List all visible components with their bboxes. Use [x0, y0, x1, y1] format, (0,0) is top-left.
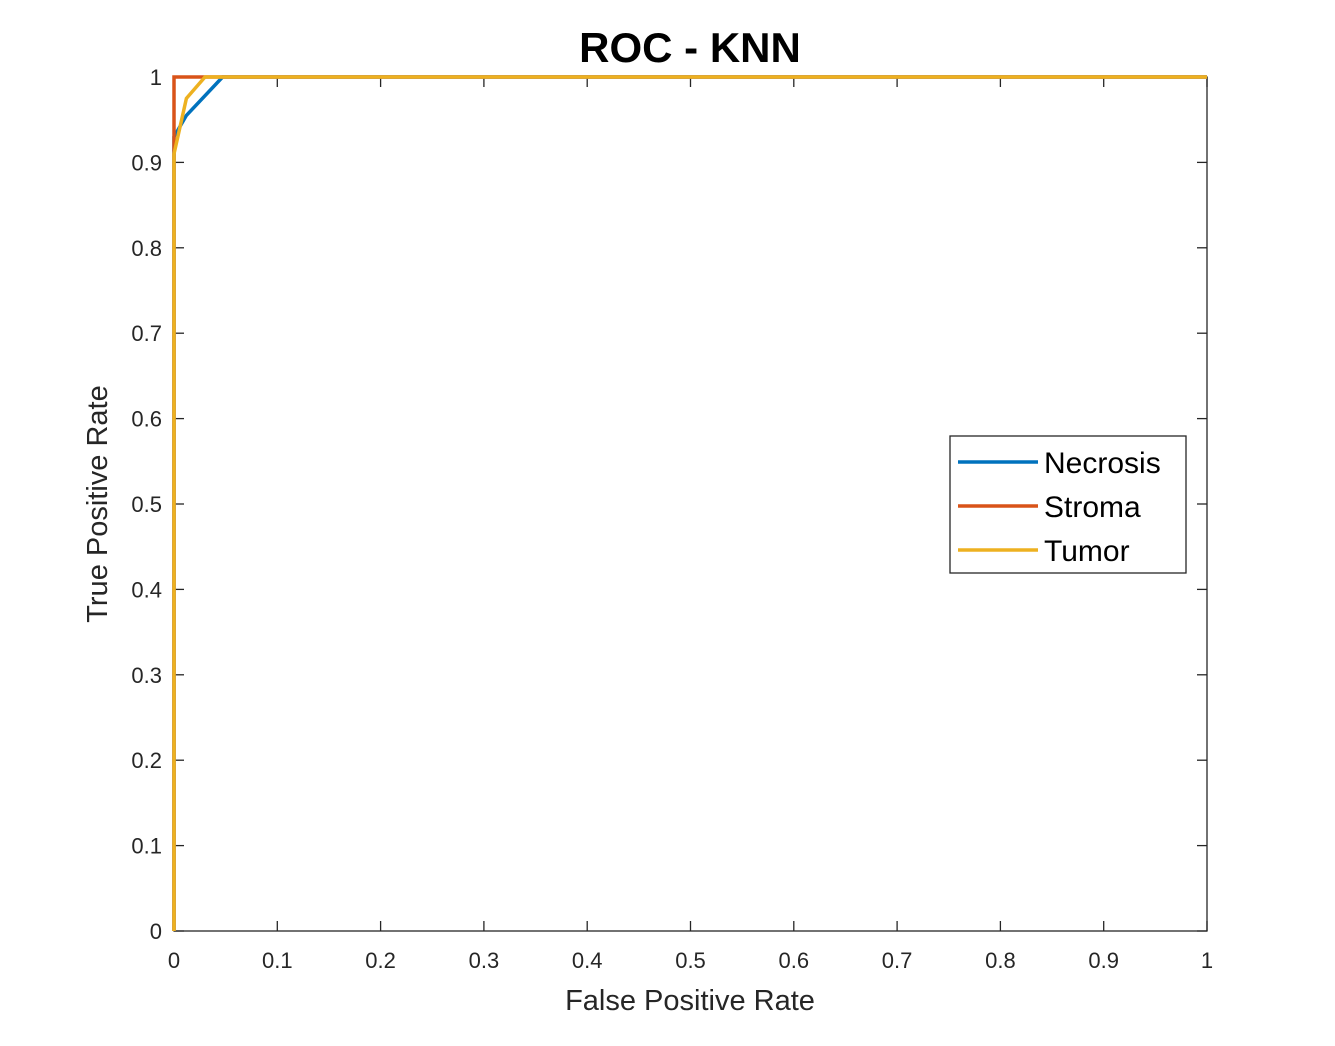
y-tick-label: 0.4	[131, 577, 162, 602]
y-tick-label: 0.2	[131, 748, 162, 773]
x-tick-label: 0.7	[882, 948, 913, 973]
chart-title: ROC - KNN	[579, 24, 801, 71]
x-tick-label: 1	[1201, 948, 1213, 973]
y-axis-title: True Positive Rate	[82, 385, 114, 622]
x-axis-title: False Positive Rate	[565, 985, 815, 1017]
x-tick-label: 0.2	[365, 948, 396, 973]
y-tick-label: 0.1	[131, 834, 162, 859]
x-tick-label: 0.1	[262, 948, 293, 973]
y-tick-label: 0.5	[131, 492, 162, 517]
x-tick-label: 0	[168, 948, 180, 973]
x-tick-label: 0.6	[779, 948, 810, 973]
x-tick-label: 0.5	[675, 948, 706, 973]
y-tick-label: 0.8	[131, 236, 162, 261]
x-tick-label: 0.9	[1088, 948, 1119, 973]
x-tick-label: 0.3	[469, 948, 500, 973]
legend-label-necrosis: Necrosis	[1044, 447, 1161, 480]
y-tick-label: 0.6	[131, 407, 162, 432]
y-tick-label: 0.3	[131, 663, 162, 688]
y-tick-label: 0	[150, 919, 162, 944]
x-tick-label: 0.8	[985, 948, 1016, 973]
y-tick-label: 1	[150, 65, 162, 90]
x-axis-tick-labels: 0 0.1 0.2 0.3 0.4 0.5 0.6 0.7 0.8 0.9 1	[168, 948, 1213, 973]
y-axis-tick-labels: 0 0.1 0.2 0.3 0.4 0.5 0.6 0.7 0.8 0.9 1	[131, 65, 162, 944]
x-tick-label: 0.4	[572, 948, 603, 973]
series-line-tumor	[172, 75, 1207, 931]
legend: Necrosis Stroma Tumor	[949, 435, 1187, 574]
y-tick-label: 0.7	[131, 321, 162, 346]
y-tick-label: 0.9	[131, 150, 162, 175]
legend-label-tumor: Tumor	[1044, 535, 1130, 568]
series-lines	[172, 75, 1207, 931]
legend-label-stroma: Stroma	[1044, 491, 1141, 524]
